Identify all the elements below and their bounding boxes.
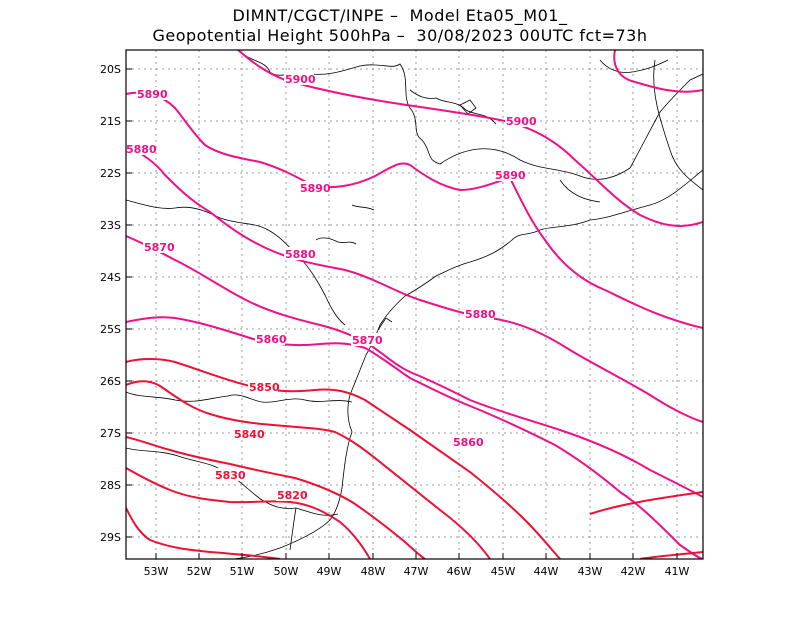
contour-label: 5890 (495, 169, 526, 182)
lon-label: 49W (317, 565, 342, 578)
lat-label: 22S (100, 167, 121, 180)
map-subtitle: Geopotential Height 500hPa – 30/08/2023 … (152, 26, 648, 45)
contour-label: 5860 (256, 333, 287, 346)
lon-label: 42W (621, 565, 646, 578)
lat-label: 29S (100, 531, 121, 544)
contour-lines (126, 50, 703, 559)
contour-label: 5870 (352, 334, 383, 347)
lat-label: 27S (100, 427, 121, 440)
lon-label: 52W (187, 565, 212, 578)
lat-label: 21S (100, 115, 121, 128)
longitude-labels: 53W 52W 51W 50W 49W 48W 47W 46W 45W 44W … (144, 565, 690, 578)
axis-ticks (126, 68, 678, 559)
contour-label: 5820 (277, 489, 308, 502)
lon-label: 47W (404, 565, 429, 578)
contour-label: 5850 (249, 381, 280, 394)
contour-label: 5880 (126, 143, 157, 156)
contour-label: 5890 (137, 88, 168, 101)
lon-label: 43W (578, 565, 603, 578)
coastline (126, 50, 703, 559)
lon-label: 41W (665, 565, 690, 578)
contour-label: 5860 (453, 436, 484, 449)
lat-label: 26S (100, 375, 121, 388)
graticule (126, 50, 703, 559)
lat-label: 28S (100, 479, 121, 492)
contour-labels: 5900 5900 5890 5890 5890 5880 5880 5880 … (126, 72, 537, 502)
lon-label: 46W (447, 565, 472, 578)
lat-label: 20S (100, 63, 121, 76)
map-title: DIMNT/CGCT/INPE – Model Eta05_M01_ (232, 6, 568, 25)
plot-frame (125, 49, 704, 560)
latitude-labels: 20S 21S 22S 23S 24S 25S 26S 27S 28S 29S (100, 63, 121, 544)
lon-label: 51W (230, 565, 255, 578)
lat-label: 24S (100, 271, 121, 284)
lon-label: 44W (534, 565, 559, 578)
contour-label: 5890 (300, 182, 331, 195)
contour-label: 5830 (215, 469, 246, 482)
lon-label: 53W (144, 565, 169, 578)
lon-label: 48W (361, 565, 386, 578)
contour-label: 5900 (506, 115, 537, 128)
contour-label: 5870 (144, 241, 175, 254)
lon-label: 45W (491, 565, 516, 578)
contour-label: 5880 (285, 248, 316, 261)
contour-label: 5880 (465, 308, 496, 321)
contour-label: 5900 (285, 73, 316, 86)
lat-label: 23S (100, 219, 121, 232)
lat-label: 25S (100, 323, 121, 336)
lon-label: 50W (274, 565, 299, 578)
contour-label: 5840 (234, 428, 265, 441)
